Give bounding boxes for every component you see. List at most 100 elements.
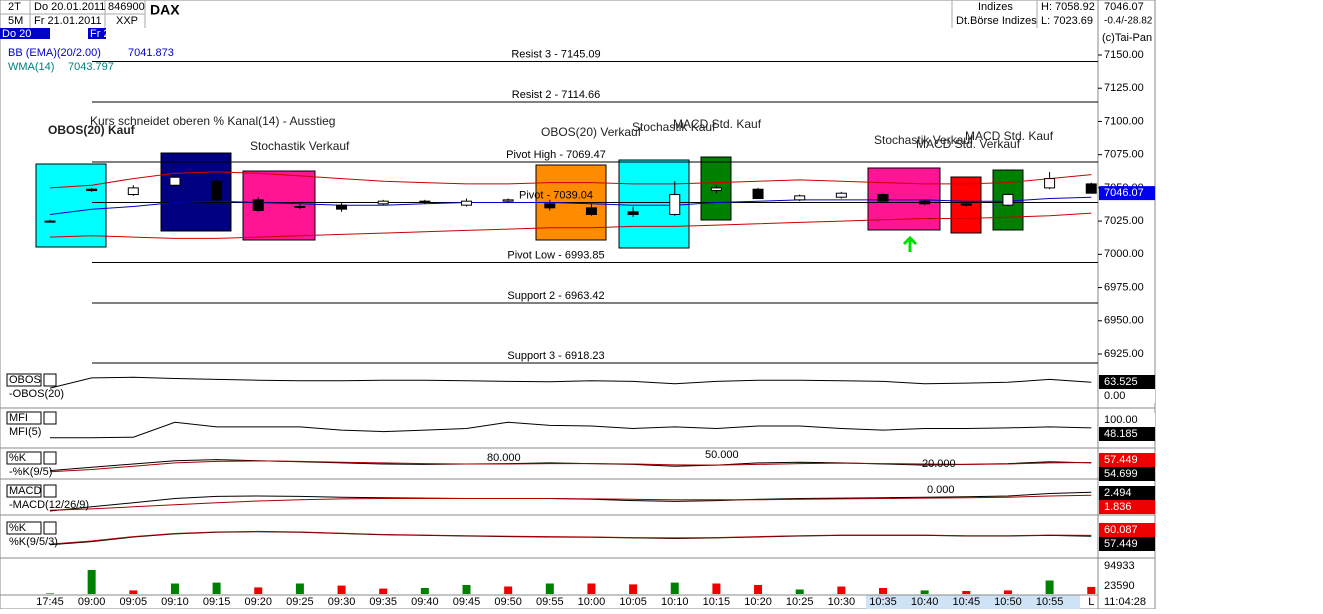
readout-bg [1099, 453, 1155, 467]
readout: 0.00 [1104, 390, 1125, 402]
day2[interactable]: Fr 21 [90, 28, 116, 40]
price-tick-label: 7075.00 [1104, 149, 1144, 161]
panel-plus[interactable] [43, 373, 57, 387]
readout: 57.449 [1104, 454, 1138, 466]
time-label: 09:05 [120, 596, 148, 608]
readout-bg [1099, 413, 1155, 427]
panel-plus[interactable] [43, 411, 57, 425]
change: -0.4/-28.82 [1104, 16, 1153, 27]
candle-body [419, 200, 431, 204]
candle-body [919, 200, 931, 205]
time-label: 09:10 [161, 596, 189, 608]
volume-last: 23590 [1104, 580, 1135, 592]
day-tab[interactable] [0, 28, 50, 39]
candle-body [502, 199, 514, 202]
time-label: 09:25 [286, 596, 314, 608]
time-label: 10:45 [953, 596, 981, 608]
volume-bar [87, 570, 96, 594]
time-label: 09:50 [494, 596, 522, 608]
volume-bar [129, 590, 138, 594]
time-label: 09:45 [453, 596, 481, 608]
price-tick-label: 7025.00 [1104, 215, 1144, 227]
candle-body [127, 187, 139, 196]
readout: 60.087 [1104, 524, 1138, 536]
readout-bg [1099, 523, 1155, 537]
candle-body [1044, 178, 1056, 189]
panel-plus[interactable] [43, 521, 57, 535]
volume-max: 94933 [1104, 560, 1135, 572]
time-label: 10:50 [994, 596, 1022, 608]
ref-label: 80.000 [487, 452, 521, 464]
price-tick-label: 6925.00 [1104, 348, 1144, 360]
price-tick-label: 6975.00 [1104, 281, 1144, 293]
candle-body [169, 176, 181, 186]
copyright: (c)Tai-Pan [1102, 32, 1152, 44]
band-lower [49, 212, 1092, 239]
volume-bar [170, 583, 179, 594]
time-label: L [1088, 596, 1094, 608]
candle-body [585, 207, 597, 215]
candle-body [710, 187, 722, 192]
readout-bg [1099, 537, 1155, 551]
time-label: 10:40 [911, 596, 939, 608]
day1[interactable]: Do 20 [2, 28, 31, 40]
ref-label: 50.000 [705, 449, 739, 461]
wkn: 846900 [108, 1, 145, 13]
time-label: 09:00 [78, 596, 106, 608]
candle-body [252, 199, 264, 211]
panel-button-bg [6, 411, 42, 425]
volume-bar [504, 586, 513, 594]
panel-button-bg [6, 521, 42, 535]
candle-body [1085, 183, 1097, 194]
volume-bar [920, 590, 929, 594]
level-label: Pivot Low - 6993.85 [507, 249, 604, 261]
readout: 48.185 [1104, 428, 1138, 440]
time-label: 09:35 [369, 596, 397, 608]
panel-label: -OBOS(20) [9, 388, 64, 400]
panel-button: MFI [9, 412, 28, 424]
time-label: 09:20 [244, 596, 272, 608]
time-label: 09:15 [203, 596, 231, 608]
readout-bg [1099, 389, 1155, 403]
readout: 57.449 [1104, 538, 1138, 550]
time-label: 10:35 [869, 596, 897, 608]
panel-plus[interactable] [43, 484, 57, 498]
volume-bar [670, 582, 679, 594]
volume-bar [545, 583, 554, 594]
volume-bar [337, 585, 346, 594]
volume-bar [629, 584, 638, 594]
candle-body [752, 188, 764, 200]
candle-body [669, 194, 681, 215]
exchange: XXP [116, 15, 138, 27]
last-price-label: 7046.07 [1104, 187, 1144, 199]
panel-plus[interactable] [43, 451, 57, 465]
time-label: 10:25 [786, 596, 814, 608]
readout-bg [1099, 427, 1155, 441]
readout: 100.00 [1104, 414, 1138, 426]
indicator-line [49, 460, 1092, 473]
panel-button: %K [9, 452, 27, 464]
panel-button: %K [9, 522, 27, 534]
band-middle [49, 196, 1092, 215]
band-upper [49, 171, 1092, 189]
panel-label: MFI(5) [9, 426, 41, 438]
buy-arrow [902, 235, 918, 252]
indicator-line [49, 494, 1092, 511]
indicator-line [49, 376, 1092, 389]
volume-bar [1045, 580, 1054, 594]
price-tick-label: 6950.00 [1104, 315, 1144, 327]
volume-bar [46, 593, 54, 594]
volume-bar [1003, 590, 1012, 594]
level-label: Resist 2 - 7114.66 [512, 89, 600, 101]
time-label: 17:45 [36, 596, 64, 608]
time-label: 09:30 [328, 596, 356, 608]
panel-label: %K(9/5/3) [9, 536, 58, 548]
candle-body [211, 180, 223, 201]
last-price-box [1099, 186, 1155, 201]
time-label: 10:55 [1036, 596, 1064, 608]
time-label: 09:55 [536, 596, 564, 608]
readout-bg [1099, 375, 1155, 389]
day-tab[interactable] [88, 28, 106, 39]
ref-label: 20.000 [922, 458, 956, 470]
overlay-value: 7043.797 [68, 61, 114, 73]
